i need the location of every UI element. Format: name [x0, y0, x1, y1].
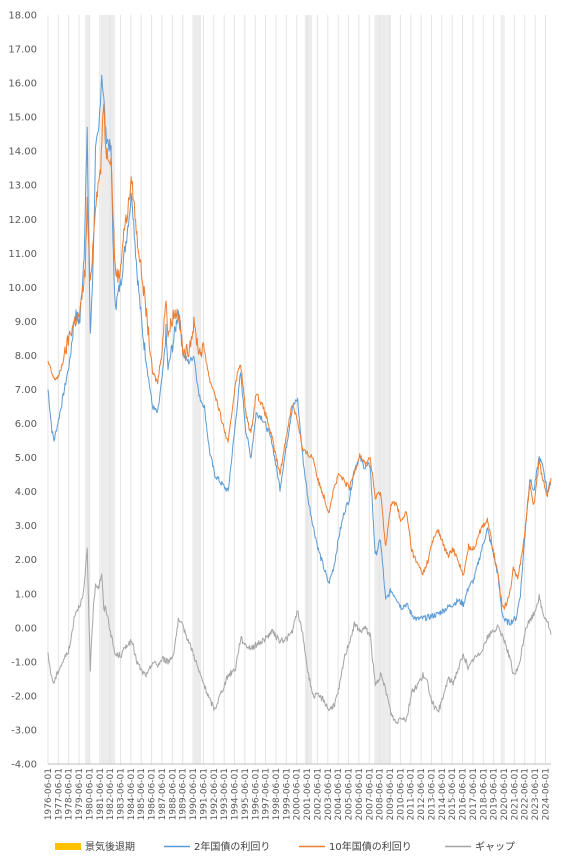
x-tick-label: 2008-06-01	[376, 768, 386, 820]
x-tick-label: 1988-06-01	[168, 768, 178, 820]
recession-bands	[85, 15, 503, 764]
y-tick-label: 3.00	[15, 521, 37, 532]
y-tick-label: 18.00	[8, 11, 37, 22]
x-tick-label: 2021-06-01	[510, 768, 520, 820]
y-tick-label: -4.00	[11, 760, 37, 771]
series-line-0	[47, 74, 552, 626]
series-line-2	[47, 547, 552, 724]
x-tick-label: 1977-06-01	[54, 768, 64, 820]
y-tick-label: 11.00	[8, 249, 37, 260]
x-tick-label: 1976-06-01	[44, 768, 54, 820]
recession-band	[500, 15, 503, 764]
x-tick-label: 2013-06-01	[427, 768, 437, 820]
x-tick-label: 1997-06-01	[262, 768, 272, 820]
recession-band	[85, 15, 91, 764]
x-tick-label: 2016-06-01	[459, 768, 469, 820]
y-tick-label: -1.00	[11, 657, 37, 668]
x-tick-label: 2006-06-01	[355, 768, 365, 820]
legend-label: ギャップ	[475, 841, 515, 853]
x-tick-label: 2017-06-01	[469, 768, 479, 820]
x-tick-label: 2005-06-01	[345, 768, 355, 820]
recession-band	[193, 15, 202, 764]
x-tick-label: 1993-06-01	[220, 768, 230, 820]
x-tick-label: 1982-06-01	[106, 768, 116, 820]
y-tick-label: 15.00	[8, 113, 37, 124]
y-tick-label: 10.00	[8, 283, 37, 294]
y-tick-label: 9.00	[15, 317, 37, 328]
x-tick-label: 1979-06-01	[75, 768, 85, 820]
y-tick-label: 2.00	[15, 555, 37, 566]
legend-label: 景気後退期	[85, 840, 135, 853]
y-axis-ticks: -4.00 -3.00 -2.00 -1.00 0.00 1.00 2.00 3.00 4.00…	[8, 11, 37, 771]
x-tick-label: 1990-06-01	[189, 768, 199, 820]
y-tick-label: 6.00	[15, 419, 37, 430]
recession-band	[374, 15, 391, 764]
y-tick-label: 17.00	[8, 45, 37, 56]
x-tick-label: 1996-06-01	[251, 768, 261, 820]
x-tick-label: 2001-06-01	[303, 768, 313, 820]
x-tick-label: 2000-06-01	[293, 768, 303, 820]
x-tick-label: 2002-06-01	[313, 768, 323, 820]
legend-label: 10年国債の利回り	[329, 840, 412, 853]
x-tick-label: 2023-06-01	[531, 768, 541, 820]
x-tick-label: 2020-06-01	[500, 768, 510, 820]
series-line-1	[47, 103, 552, 610]
y-tick-label: 8.00	[15, 351, 37, 362]
y-tick-label: -3.00	[11, 725, 37, 736]
x-tick-label: 1983-06-01	[117, 768, 127, 820]
x-tick-label: 1989-06-01	[179, 768, 189, 820]
x-tick-label: 2014-06-01	[438, 768, 448, 820]
legend: 景気後退期 2年国債の利回り 10年国債の利回り ギャップ	[55, 840, 515, 853]
series-lines	[47, 74, 552, 724]
x-tick-label: 1992-06-01	[210, 768, 220, 820]
x-tick-label: 1980-06-01	[85, 768, 95, 820]
y-tick-label: 5.00	[15, 453, 37, 464]
x-tick-label: 2022-06-01	[521, 768, 531, 820]
x-tick-label: 1985-06-01	[137, 768, 147, 820]
x-tick-label: 2011-06-01	[407, 768, 417, 820]
y-tick-label: 1.00	[15, 589, 37, 600]
x-tick-label: 2009-06-01	[386, 768, 396, 820]
x-tick-label: 1998-06-01	[272, 768, 282, 820]
x-tick-label: 1978-06-01	[65, 768, 75, 820]
x-tick-label: 1995-06-01	[241, 768, 251, 820]
y-tick-label: 13.00	[8, 181, 37, 192]
y-tick-label: 16.00	[8, 79, 37, 90]
recession-band	[304, 15, 313, 764]
legend-label: 2年国債の利回り	[194, 840, 270, 853]
x-tick-label: 2012-06-01	[417, 768, 427, 820]
x-axis-ticks: 1976-06-01 1977-06-01 1978-06-01 1979-06-01…	[44, 768, 552, 820]
y-tick-label: -2.00	[11, 691, 37, 702]
x-tick-label: 1987-06-01	[158, 768, 168, 820]
vertical-gridlines	[47, 15, 551, 765]
recession-band	[100, 15, 116, 764]
x-tick-label: 2015-06-01	[448, 768, 458, 820]
x-tick-label: 2010-06-01	[396, 768, 406, 820]
y-tick-label: 0.00	[15, 623, 37, 634]
y-tick-label: 4.00	[15, 487, 37, 498]
x-tick-label: 2019-06-01	[490, 768, 500, 820]
x-tick-label: 2004-06-01	[334, 768, 344, 820]
x-tick-label: 2024-06-01	[541, 768, 551, 820]
x-tick-label: 2007-06-01	[365, 768, 375, 820]
x-tick-label: 1991-06-01	[199, 768, 209, 820]
x-tick-label: 2003-06-01	[324, 768, 334, 820]
legend-swatch	[55, 843, 81, 850]
y-tick-label: 7.00	[15, 385, 37, 396]
x-tick-label: 2018-06-01	[479, 768, 489, 820]
x-tick-label: 1994-06-01	[231, 768, 241, 820]
y-tick-label: 14.00	[8, 147, 37, 158]
x-tick-label: 1984-06-01	[127, 768, 137, 820]
x-tick-label: 1986-06-01	[148, 768, 158, 820]
y-tick-label: 12.00	[8, 215, 37, 226]
x-tick-label: 1981-06-01	[96, 768, 106, 820]
x-tick-label: 1999-06-01	[282, 768, 292, 820]
